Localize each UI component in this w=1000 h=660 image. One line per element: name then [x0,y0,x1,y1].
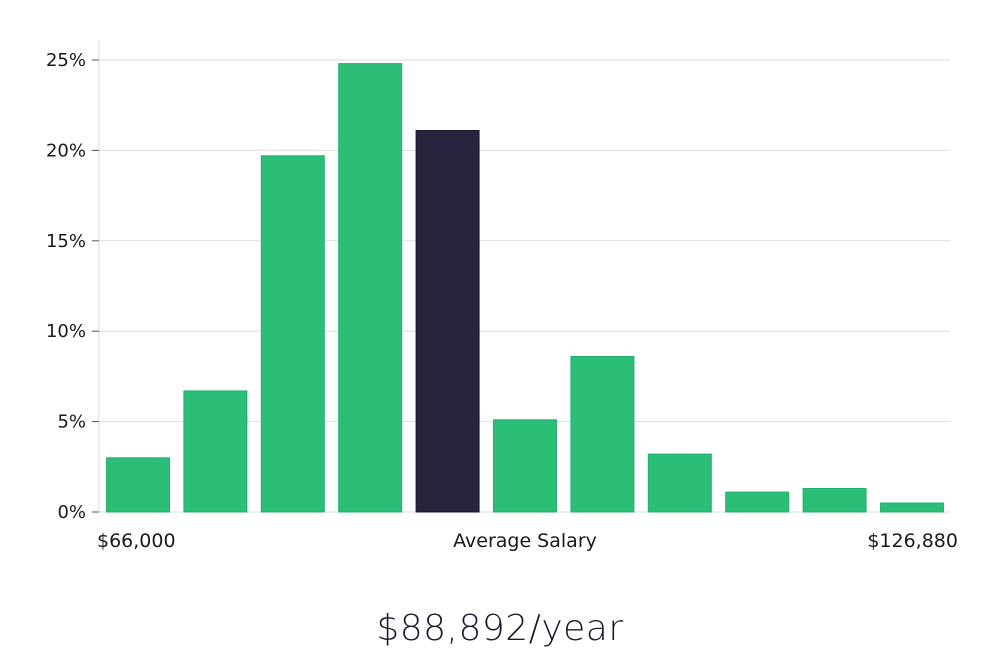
average-salary-value: $88,892/year [376,608,624,649]
bar [880,502,944,513]
y-tick-label: 15% [46,231,86,252]
x-label-max: $126,880 [867,530,958,552]
y-tick-label: 20% [46,140,86,161]
bar [260,155,325,513]
bar [493,419,557,513]
bar [183,390,248,513]
salary-histogram: 0%5%10%15%20%25% $66,000 Average Salary … [46,40,958,552]
y-tick-label: 25% [46,50,86,71]
y-tick-labels: 0% 5% 10% 15% 20% 25% [46,50,99,523]
y-tick-label: 5% [57,412,86,433]
bar [647,453,712,513]
bars [106,63,944,513]
bar [338,63,403,513]
x-label-min: $66,000 [97,530,176,552]
bar [570,356,635,513]
y-tick-label: 0% [57,502,86,523]
bar-average-salary [415,130,480,513]
bar [725,491,790,513]
y-tick-label: 10% [46,321,86,342]
bar [802,488,867,513]
bar [106,457,170,513]
x-label-average: Average Salary [453,530,597,552]
